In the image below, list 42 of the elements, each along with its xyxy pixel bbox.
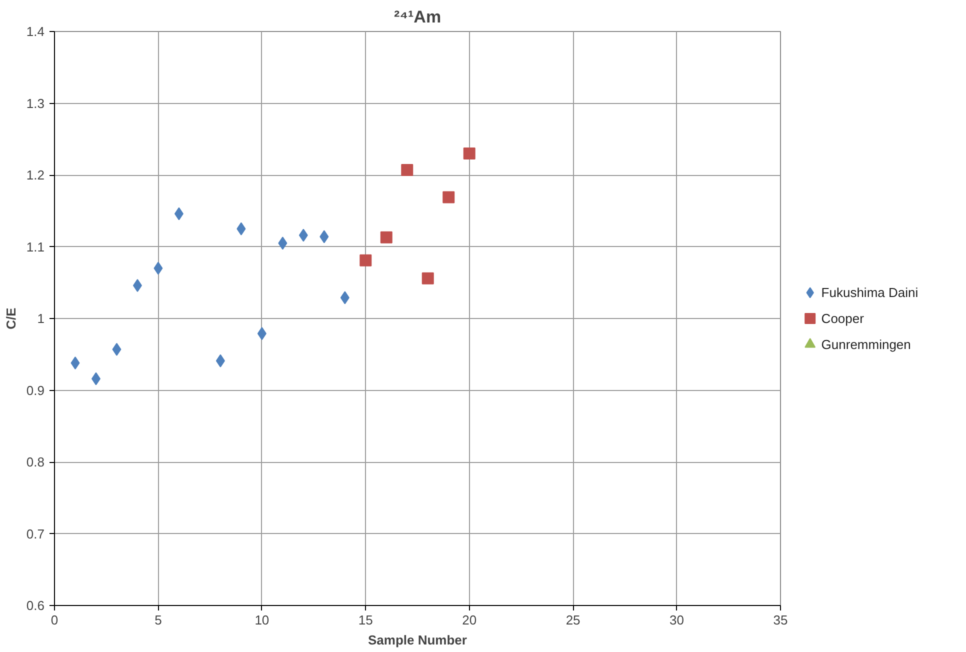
point [236, 222, 246, 236]
x-tick-label: 5 [154, 612, 162, 628]
point [360, 254, 372, 266]
x-axis-title: Sample Number [368, 632, 467, 648]
point [380, 231, 392, 244]
x-tick-label: 35 [773, 612, 788, 628]
point [216, 354, 225, 368]
y-axis-title: C/E [3, 307, 18, 330]
point [340, 291, 350, 304]
y-tick-label: 0.6 [26, 598, 45, 613]
y-tick-label: 1.3 [26, 96, 45, 111]
x-tick-label: 25 [566, 612, 580, 628]
point [463, 147, 476, 160]
point [70, 356, 80, 370]
point [91, 372, 100, 386]
y-tick-label: 0.9 [26, 382, 45, 398]
y-tick-label: 0.8 [26, 454, 45, 470]
chart-title: ²⁴¹Am [394, 8, 442, 26]
y-tick-label: 0.7 [26, 526, 45, 542]
point [422, 272, 434, 284]
y-tick-label: 1.1 [26, 239, 45, 254]
point [298, 228, 308, 242]
x-tick-label: 20 [462, 612, 477, 628]
point [154, 262, 163, 275]
x-tick-label: 10 [254, 612, 270, 628]
legend-label: Cooper [821, 311, 865, 326]
legend-label: Fukushima Daini [821, 285, 918, 300]
y-tick-label: 1 [37, 311, 45, 326]
point [278, 236, 288, 250]
point [112, 342, 122, 356]
y-tick-label: 1.4 [26, 24, 45, 39]
x-tick-label: 0 [50, 612, 58, 628]
point [257, 327, 266, 340]
point [174, 207, 184, 220]
x-tick-label: 30 [670, 612, 684, 628]
point [320, 230, 329, 244]
x-tick-label: 15 [358, 612, 373, 628]
legend-label: Gunremmingen [821, 336, 911, 352]
point [401, 164, 414, 176]
y-tick-label: 1.2 [26, 168, 45, 182]
point [132, 278, 142, 292]
point [442, 191, 455, 204]
